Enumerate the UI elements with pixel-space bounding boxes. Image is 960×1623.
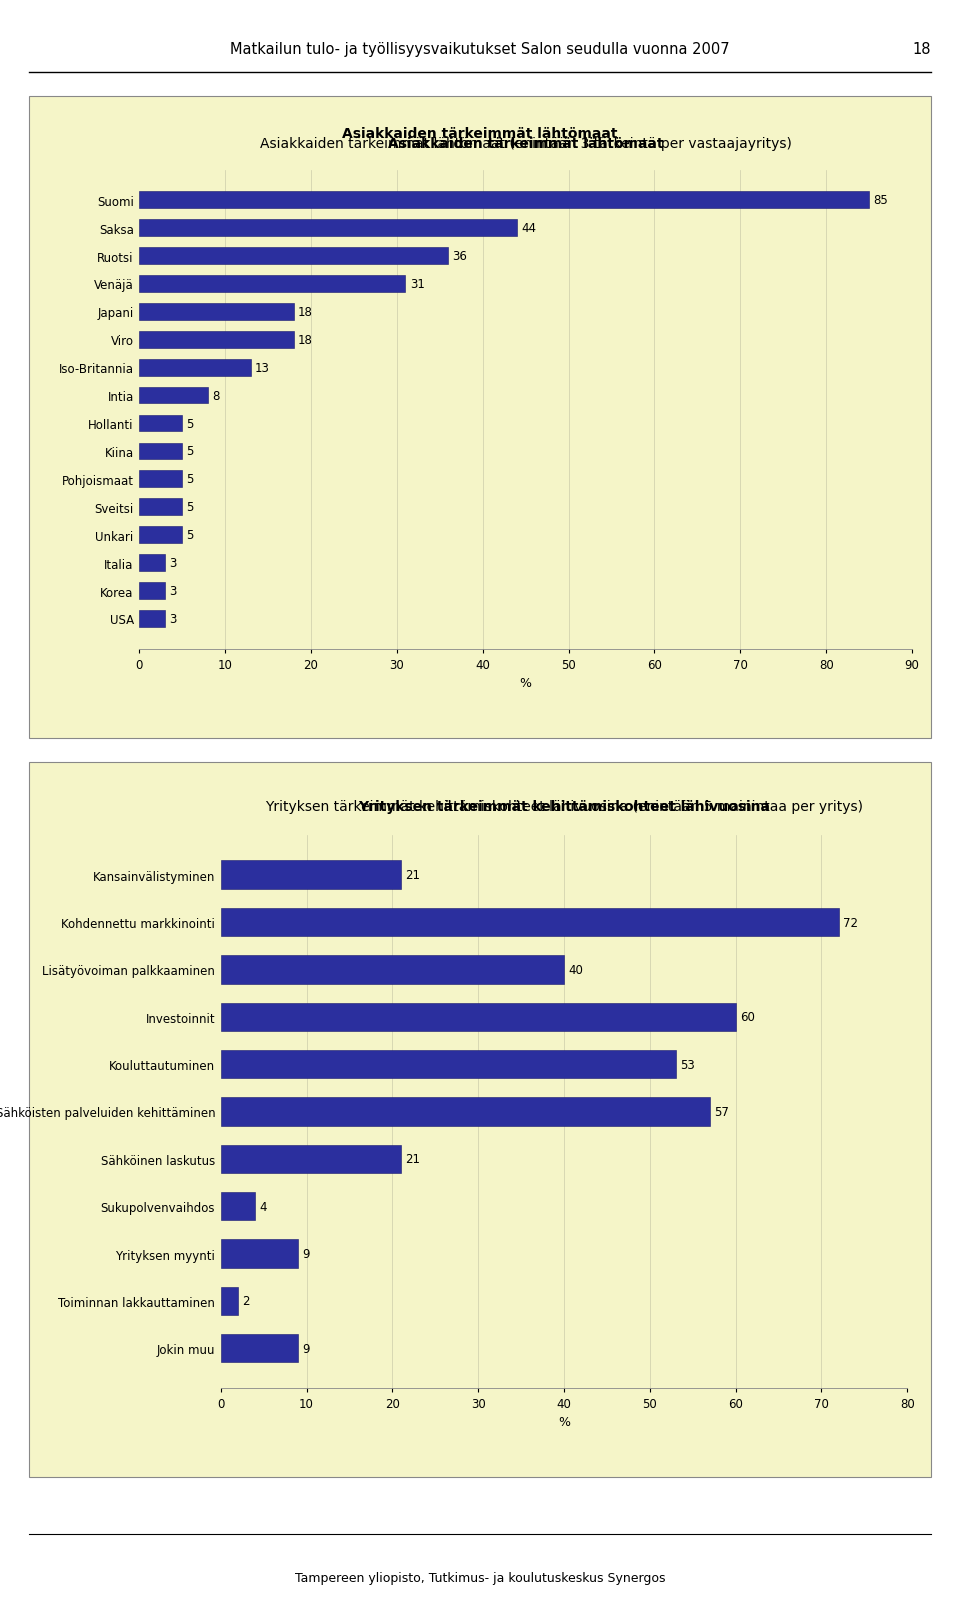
Text: 40: 40 bbox=[568, 964, 583, 977]
Text: 18: 18 bbox=[298, 334, 313, 347]
Text: 57: 57 bbox=[714, 1105, 729, 1118]
Bar bbox=[221, 1334, 298, 1363]
Bar bbox=[221, 1144, 401, 1173]
Text: 31: 31 bbox=[410, 278, 424, 291]
Bar bbox=[139, 276, 405, 292]
Text: 60: 60 bbox=[740, 1011, 755, 1024]
Text: 36: 36 bbox=[452, 250, 468, 263]
Text: 5: 5 bbox=[186, 445, 194, 458]
Text: 21: 21 bbox=[405, 1152, 420, 1165]
Text: 4: 4 bbox=[259, 1199, 267, 1212]
Text: Tampereen yliopisto, Tutkimus- ja koulutuskeskus Synergos: Tampereen yliopisto, Tutkimus- ja koulut… bbox=[295, 1571, 665, 1584]
Bar bbox=[221, 1193, 255, 1220]
Text: 9: 9 bbox=[302, 1246, 310, 1259]
Text: Yrityksen tärkeimmät kehittämiskohteet lähivuosina: Yrityksen tärkeimmät kehittämiskohteet l… bbox=[358, 800, 770, 813]
Text: 21: 21 bbox=[405, 868, 420, 881]
Text: 18: 18 bbox=[913, 42, 931, 57]
Bar bbox=[221, 1003, 735, 1031]
Text: 9: 9 bbox=[302, 1342, 310, 1355]
Text: 2: 2 bbox=[242, 1295, 250, 1308]
Bar bbox=[139, 415, 182, 432]
Text: 5: 5 bbox=[186, 529, 194, 542]
Text: 3: 3 bbox=[169, 612, 177, 625]
Text: Matkailun tulo- ja työllisyysvaikutukset Salon seudulla vuonna 2007: Matkailun tulo- ja työllisyysvaikutukset… bbox=[230, 42, 730, 57]
Text: 85: 85 bbox=[874, 195, 888, 208]
Bar bbox=[139, 221, 517, 237]
Text: Asiakkaiden tärkeimmät lähtömaat: Asiakkaiden tärkeimmät lähtömaat bbox=[388, 138, 663, 151]
Bar bbox=[221, 1240, 298, 1268]
Text: 3: 3 bbox=[169, 557, 177, 570]
Text: Asiakkaiden tärkeimmät lähtömaat (enintään 3 tärkeintä per vastaajayritys): Asiakkaiden tärkeimmät lähtömaat (enintä… bbox=[259, 138, 792, 151]
Bar bbox=[139, 248, 448, 265]
Bar bbox=[139, 555, 165, 571]
Text: 13: 13 bbox=[255, 362, 270, 375]
Bar bbox=[139, 610, 165, 628]
Bar bbox=[221, 860, 401, 889]
Text: Asiakkaiden tärkeimmät lähtömaat: Asiakkaiden tärkeimmät lähtömaat bbox=[343, 127, 617, 141]
Bar bbox=[139, 443, 182, 459]
Bar bbox=[221, 1287, 238, 1315]
Text: 44: 44 bbox=[521, 222, 537, 235]
Bar bbox=[139, 583, 165, 599]
Text: 8: 8 bbox=[212, 390, 220, 403]
Text: 3: 3 bbox=[169, 584, 177, 597]
X-axis label: %: % bbox=[519, 677, 532, 690]
Bar bbox=[139, 331, 294, 349]
Text: 5: 5 bbox=[186, 417, 194, 430]
Text: 72: 72 bbox=[843, 915, 858, 928]
Text: Yrityksen tärkeimmät kehittämiskohteet lähivuosina (enintään 5 mainintaa per yri: Yrityksen tärkeimmät kehittämiskohteet l… bbox=[265, 800, 863, 813]
Text: 18: 18 bbox=[298, 305, 313, 318]
Bar bbox=[139, 500, 182, 516]
Bar bbox=[221, 956, 564, 984]
X-axis label: %: % bbox=[558, 1415, 570, 1428]
Text: 53: 53 bbox=[680, 1058, 695, 1071]
Bar bbox=[139, 471, 182, 489]
Bar bbox=[139, 304, 294, 320]
Bar bbox=[221, 909, 839, 936]
Bar bbox=[221, 1050, 676, 1079]
Bar bbox=[139, 192, 869, 209]
Bar bbox=[221, 1097, 709, 1126]
Bar bbox=[139, 360, 251, 377]
Bar bbox=[139, 527, 182, 544]
Text: 5: 5 bbox=[186, 502, 194, 514]
Text: 5: 5 bbox=[186, 472, 194, 485]
Text: Asiakkaiden tärkeimmät lähtömaat (enintään 3 tärkeintä per vastaajayritys): Asiakkaiden tärkeimmät lähtömaat (enintä… bbox=[214, 127, 746, 141]
Bar bbox=[139, 388, 208, 404]
